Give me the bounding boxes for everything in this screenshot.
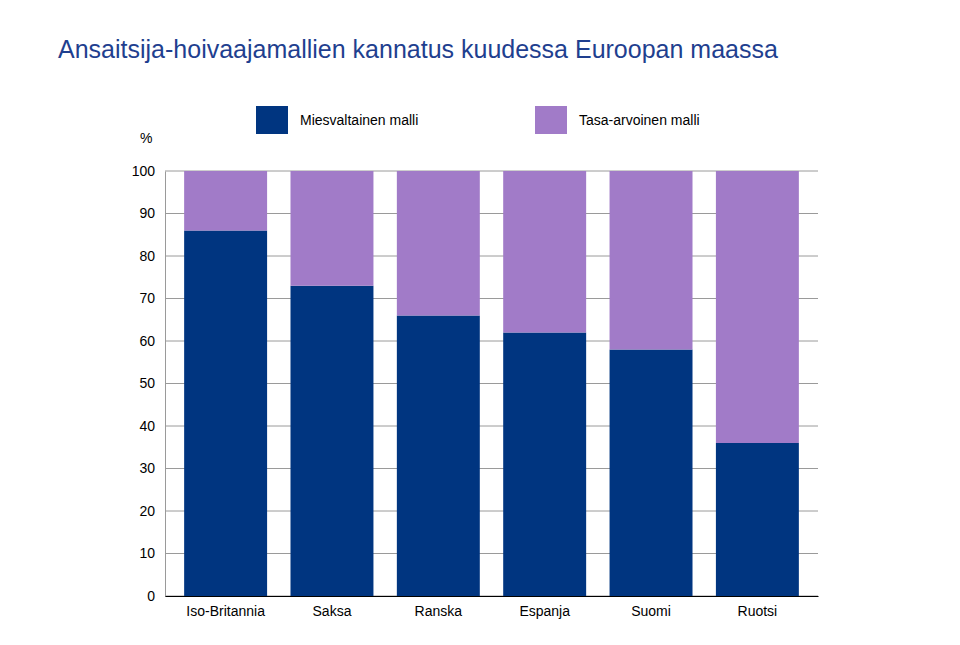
- tick-label: 30: [139, 460, 155, 476]
- legend-label: Miesvaltainen malli: [300, 112, 418, 128]
- tick-label: Ranska: [415, 603, 463, 619]
- legend-label: Tasa-arvoinen malli: [579, 112, 700, 128]
- tick: 50: [139, 375, 165, 391]
- bar: [716, 171, 799, 443]
- bar: [184, 231, 267, 597]
- legend-item: Tasa-arvoinen malli: [535, 106, 700, 134]
- bar: [397, 171, 480, 316]
- tick-label: Saksa: [313, 603, 352, 619]
- axis-line: [166, 596, 819, 597]
- title: Ansaitsija-hoivaajamallien kannatus kuud…: [58, 35, 778, 63]
- tick-label: 40: [139, 418, 155, 434]
- tick-label: Iso-Britannia: [186, 603, 265, 619]
- tick-label: 100: [132, 163, 156, 179]
- tick: Ruotsi: [738, 596, 778, 619]
- tick-label: 20: [139, 503, 155, 519]
- tick-label: 0: [147, 588, 155, 604]
- tick-label: 90: [139, 205, 155, 221]
- tick-label: Suomi: [631, 603, 671, 619]
- tick-label: 50: [139, 375, 155, 391]
- tick: 30: [139, 460, 165, 476]
- series: [184, 231, 799, 597]
- tick: 40: [139, 418, 165, 434]
- tick: Saksa: [313, 596, 352, 619]
- axis-line: [165, 172, 166, 597]
- legend: Miesvaltainen malli Tasa-arvoinen malli: [256, 106, 700, 134]
- bars: [184, 171, 799, 596]
- tick: 20: [139, 503, 165, 519]
- bar: [610, 171, 693, 350]
- tick: 100: [132, 163, 165, 179]
- series: [184, 171, 799, 443]
- tick-label: Ruotsi: [738, 603, 778, 619]
- bar: [184, 171, 267, 231]
- tick: 70: [139, 290, 165, 306]
- tick: Espanja: [519, 596, 570, 619]
- x-axis: Iso-Britannia Saksa Ranska Espanja Suomi Ruot…: [166, 596, 819, 619]
- tick-label: 80: [139, 248, 155, 264]
- legend-swatch: [535, 106, 567, 134]
- grid: [165, 171, 818, 596]
- tick: 10: [139, 545, 165, 561]
- bar: [610, 350, 693, 597]
- tick: 0: [147, 588, 165, 604]
- bar: [397, 316, 480, 597]
- legend-swatch: [256, 106, 288, 134]
- axis-title: %: [140, 130, 152, 146]
- bar: [290, 171, 373, 286]
- tick: Suomi: [631, 596, 671, 619]
- y-axis: 0 10 20 30 40 50 60 70 80 90 100: [132, 163, 166, 604]
- legend-item: Miesvaltainen malli: [256, 106, 418, 134]
- tick: 80: [139, 248, 165, 264]
- bar: [503, 333, 586, 597]
- tick: 60: [139, 333, 165, 349]
- tick-label: 60: [139, 333, 155, 349]
- tick-label: Espanja: [519, 603, 570, 619]
- chart: Ansaitsija-hoivaajamallien kannatus kuud…: [0, 0, 960, 645]
- plot: 0 10 20 30 40 50 60 70 80 90 100 Iso-Britannia Saksa…: [132, 163, 819, 619]
- bar: [503, 171, 586, 333]
- tick-label: 70: [139, 290, 155, 306]
- bar: [290, 286, 373, 596]
- bar: [716, 443, 799, 596]
- tick-label: 10: [139, 545, 155, 561]
- tick: Iso-Britannia: [186, 596, 265, 619]
- tick: 90: [139, 205, 165, 221]
- tick: Ranska: [415, 596, 463, 619]
